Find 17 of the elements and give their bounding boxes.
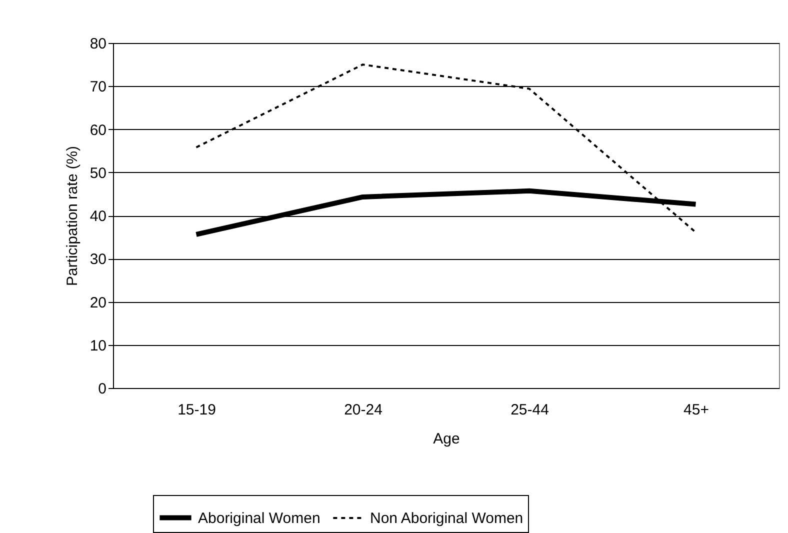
x-tick-label: 45+ <box>684 402 710 418</box>
y-tick-label: 10 <box>90 337 106 354</box>
y-tick-label: 40 <box>90 208 106 225</box>
x-tick-label: 20-24 <box>344 402 382 418</box>
y-tick-label: 30 <box>90 251 106 268</box>
y-tick-label: 70 <box>90 78 106 96</box>
y-tick-label: 0 <box>98 380 106 398</box>
y-axis-title: Participation rate (%) <box>64 146 81 286</box>
y-tick-label: 50 <box>90 164 106 182</box>
x-tick-label: 15-19 <box>178 402 216 418</box>
legend-label: Non Aboriginal Women <box>370 510 524 527</box>
legend-label: Aboriginal Women <box>198 510 320 527</box>
x-axis-title: Age <box>433 430 460 448</box>
x-tick-label: 25-44 <box>510 402 549 418</box>
y-tick-label: 80 <box>90 36 106 52</box>
y-tick-label: 60 <box>90 122 106 139</box>
y-tick-label: 20 <box>90 294 106 312</box>
